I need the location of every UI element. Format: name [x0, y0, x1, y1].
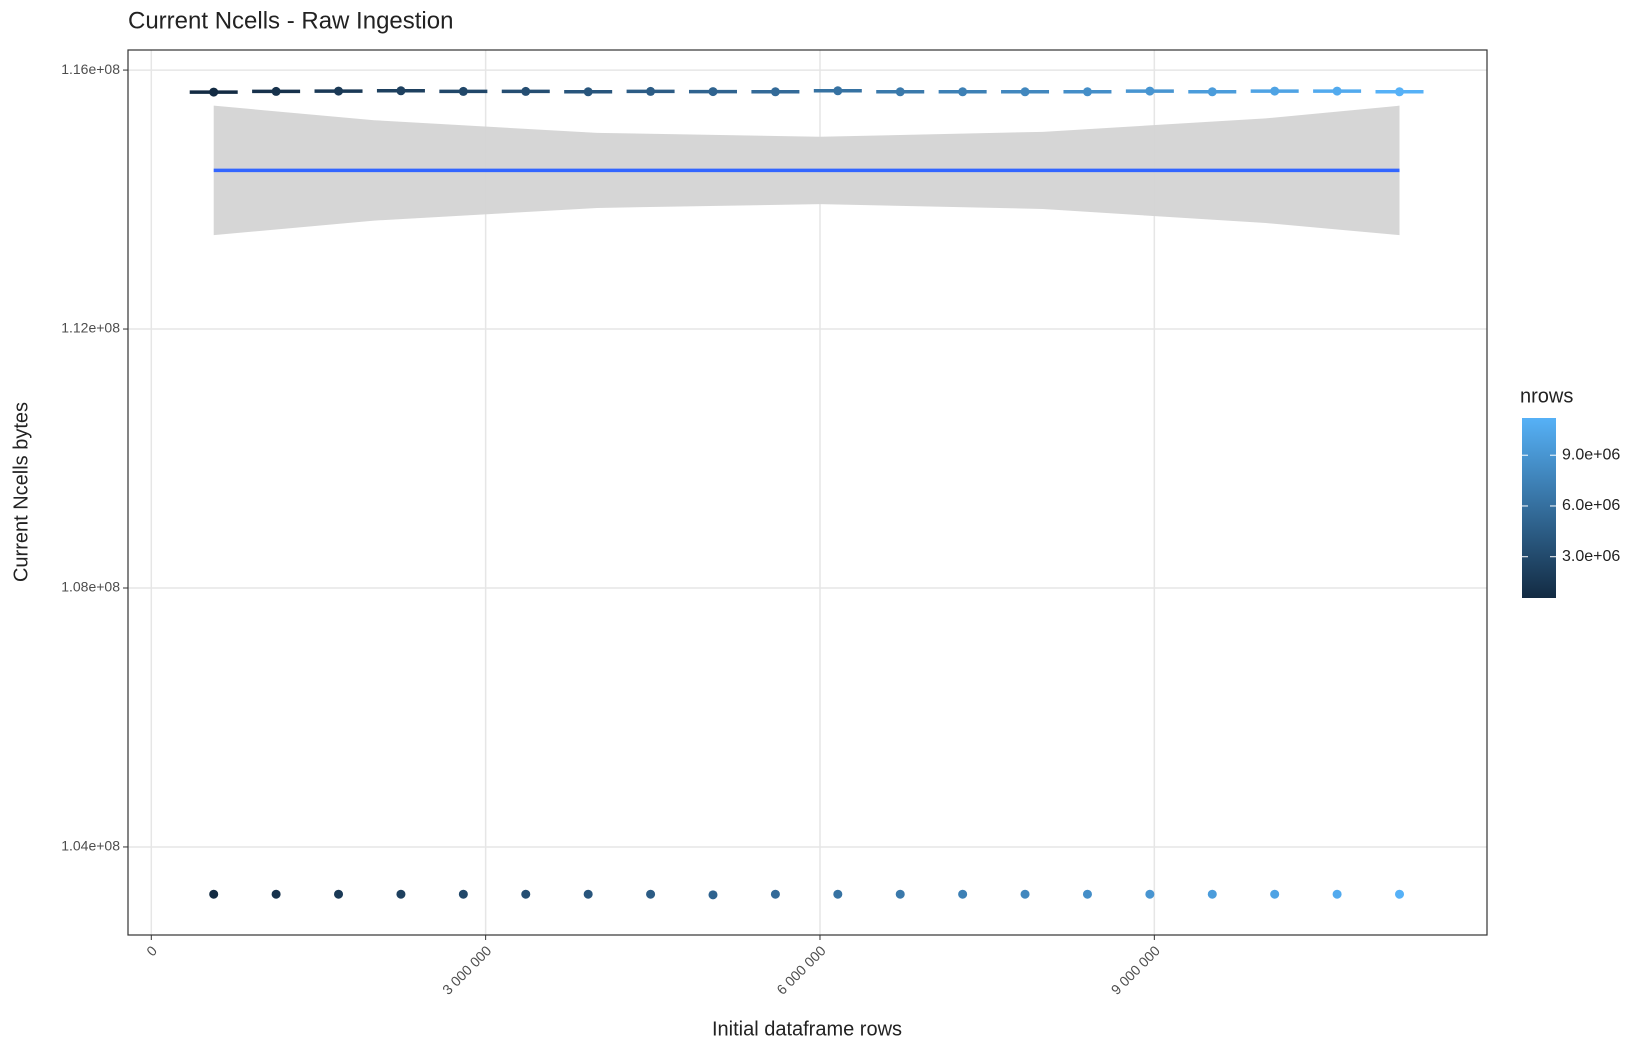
point [646, 86, 656, 96]
point [458, 86, 468, 96]
point [396, 889, 406, 899]
y-tick-label: 1.16e+08 [61, 61, 120, 77]
legend-title: nrows [1520, 385, 1573, 407]
y-tick-label: 1.12e+08 [61, 320, 120, 336]
point [271, 86, 281, 96]
point [646, 889, 656, 899]
point [521, 86, 531, 96]
point [521, 889, 531, 899]
point [583, 889, 593, 899]
point [958, 87, 968, 97]
point [1082, 889, 1092, 899]
colorbar [1522, 418, 1556, 598]
point [396, 86, 406, 96]
y-tick-label: 1.04e+08 [61, 838, 120, 854]
colorbar-label: 3.0e+06 [1562, 548, 1620, 565]
point [708, 890, 718, 900]
point [895, 889, 905, 899]
point [583, 87, 593, 97]
point [958, 889, 968, 899]
y-axis-title: Current Ncells bytes [10, 402, 32, 582]
point [1020, 889, 1030, 899]
point [1145, 86, 1155, 96]
x-axis-title: Initial dataframe rows [712, 1018, 902, 1040]
point [895, 87, 905, 97]
point [1207, 889, 1217, 899]
point [770, 889, 780, 899]
point [1145, 889, 1155, 899]
point [334, 889, 344, 899]
point [334, 86, 344, 96]
point [1395, 87, 1405, 97]
point [1207, 87, 1217, 97]
point [209, 889, 219, 899]
point [708, 87, 718, 97]
point [209, 87, 219, 97]
panel-border [127, 49, 1488, 936]
point [1020, 87, 1030, 97]
point [458, 889, 468, 899]
colorbar-label: 9.0e+06 [1562, 446, 1620, 463]
point [833, 86, 843, 96]
point [271, 889, 281, 899]
chart-title: Current Ncells - Raw Ingestion [128, 7, 453, 34]
point [770, 87, 780, 97]
point [1332, 86, 1342, 96]
point [1332, 889, 1342, 899]
point [1082, 87, 1092, 97]
point [1270, 889, 1280, 899]
point [1270, 86, 1280, 96]
point [833, 889, 843, 899]
colorbar-label: 6.0e+06 [1562, 497, 1620, 514]
y-tick-label: 1.08e+08 [61, 579, 120, 595]
point [1395, 889, 1405, 899]
